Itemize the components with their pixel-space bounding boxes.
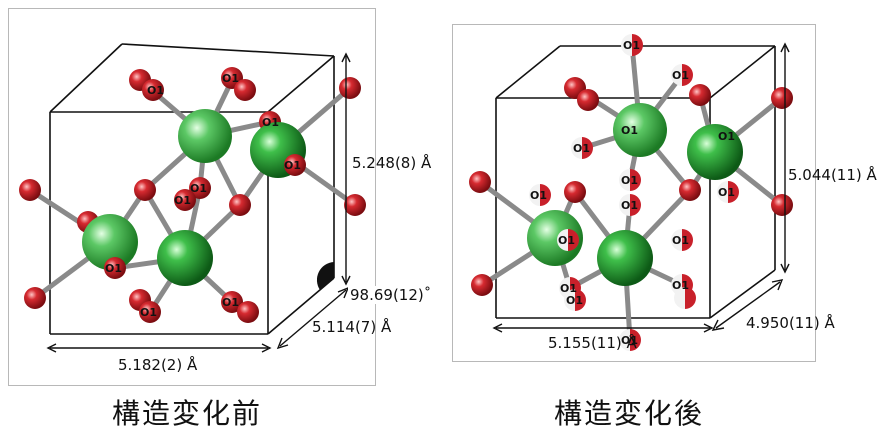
metal-atom xyxy=(178,109,232,163)
o1-label: O1 xyxy=(621,334,638,347)
oxygen-atom xyxy=(234,79,256,101)
o1-label: O1 xyxy=(718,186,735,199)
cell-edge xyxy=(709,45,776,99)
right-height-label: 5.044(11) Å xyxy=(788,166,877,184)
left-unit-cell xyxy=(49,43,335,335)
before-caption: 構造変化前 xyxy=(112,397,263,430)
oxygen-atom xyxy=(771,87,793,109)
oxygen-atom xyxy=(679,179,701,201)
metal-atom xyxy=(527,210,583,266)
metal-atom xyxy=(687,124,743,180)
cell-edge xyxy=(121,43,335,57)
oxygen-atom xyxy=(284,154,306,176)
oxygen-atom xyxy=(564,181,586,203)
right-structure-panel xyxy=(452,24,816,362)
left-atoms xyxy=(19,67,366,323)
oxygen-atom xyxy=(339,77,361,99)
o1-label: O1 xyxy=(105,262,122,275)
oxygen-atom-half xyxy=(671,64,693,86)
left-depth-label: 5.114(7) Å xyxy=(312,318,392,336)
after-caption: 構造変化後 xyxy=(554,397,705,430)
o1-label: O1 xyxy=(621,124,638,137)
oxygen-atom-half xyxy=(674,287,696,309)
o1-label: O1 xyxy=(174,194,191,207)
right-depth-label: 4.950(11) Å xyxy=(746,314,835,332)
right-dimension-arrows xyxy=(492,42,790,333)
oxygen-atom xyxy=(344,194,366,216)
o1-label: O1 xyxy=(262,116,279,129)
oxygen-atom xyxy=(174,189,196,211)
o1-label: O1 xyxy=(672,69,689,82)
cell-edge xyxy=(267,55,335,113)
oxygen-atom-half xyxy=(621,34,643,56)
cell-edge xyxy=(49,43,123,113)
oxygen-atom xyxy=(577,89,599,111)
oxygen-atom-half xyxy=(529,184,551,206)
oxygen-atom xyxy=(469,171,491,193)
left-dimension-arrows xyxy=(46,52,351,353)
oxygen-atom xyxy=(142,79,164,101)
angle-marker xyxy=(316,262,334,290)
oxygen-atom xyxy=(229,194,251,216)
o1-label: O1 xyxy=(560,282,577,295)
metal-atom xyxy=(82,214,138,270)
right-o1-labels: O1 O1 O1 O1 O1 O1 O1 O1 O1 O1 O1 O1 O1 O… xyxy=(530,39,735,347)
oxygen-atom xyxy=(134,179,156,201)
oxygen-atom-half xyxy=(619,169,641,191)
oxygen-atom xyxy=(104,257,126,279)
oxygen-atom xyxy=(189,177,211,199)
o1-label: O1 xyxy=(222,72,239,85)
oxygen-atom-half xyxy=(564,289,586,311)
oxygen-atom xyxy=(771,194,793,216)
left-width-label: 5.182(2) Å xyxy=(118,356,198,374)
oxygen-atom-half xyxy=(557,229,579,251)
oxygen-atom-half xyxy=(619,194,641,216)
right-unit-cell xyxy=(495,45,776,319)
o1-label: O1 xyxy=(621,199,638,212)
o1-label: O1 xyxy=(573,142,590,155)
right-atoms xyxy=(469,34,793,351)
oxygen-atom-half xyxy=(571,137,593,159)
cell-edge xyxy=(495,45,561,99)
o1-label: O1 xyxy=(718,130,735,143)
o1-label: O1 xyxy=(566,294,583,307)
cell-edge xyxy=(709,269,776,319)
oxygen-atom xyxy=(237,301,259,323)
metal-atom xyxy=(613,103,667,157)
o1-label: O1 xyxy=(530,189,547,202)
oxygen-atom-half xyxy=(717,181,739,203)
o1-label: O1 xyxy=(623,39,640,52)
oxygen-atom-half xyxy=(671,229,693,251)
oxygen-atom xyxy=(221,291,243,313)
oxygen-atom xyxy=(471,274,493,296)
o1-label: O1 xyxy=(284,159,301,172)
oxygen-atom xyxy=(24,287,46,309)
o1-label: O1 xyxy=(140,306,157,319)
left-angle-label: 98.69(12)˚ xyxy=(348,286,434,304)
o1-label: O1 xyxy=(147,84,164,97)
oxygen-atom xyxy=(689,84,711,106)
o1-label: O1 xyxy=(672,279,689,292)
metal-atom xyxy=(597,230,653,286)
o1-label: O1 xyxy=(190,182,207,195)
left-height-label: 5.248(8) Å xyxy=(352,154,432,172)
o1-label: O1 xyxy=(222,296,239,309)
left-o1-labels: O1 O1 O1 O1 O1 O1 O1 O1 O1 xyxy=(105,72,301,319)
o1-label: O1 xyxy=(672,234,689,247)
o1-label: O1 xyxy=(621,174,638,187)
oxygen-atom xyxy=(139,301,161,323)
oxygen-atom-half xyxy=(619,329,641,351)
oxygen-atom xyxy=(19,179,41,201)
metal-atom xyxy=(157,230,213,286)
o1-label: O1 xyxy=(558,234,575,247)
right-width-label: 5.155(11) Å xyxy=(548,334,637,352)
